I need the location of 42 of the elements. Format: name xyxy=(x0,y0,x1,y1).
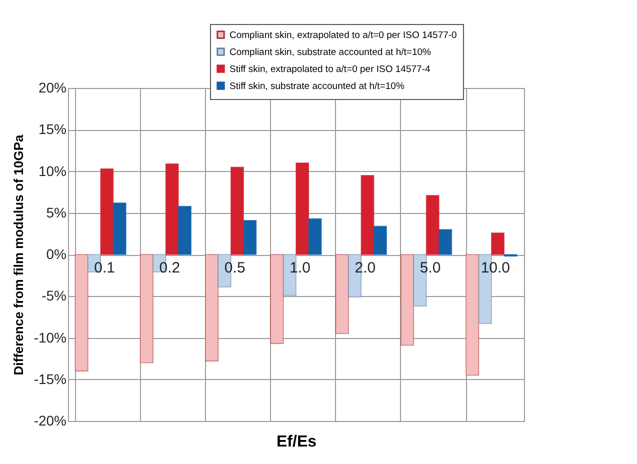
bar xyxy=(296,162,310,255)
x-tick-label: 10.0 xyxy=(480,260,510,276)
x-axis-title: Ef/Es xyxy=(276,434,317,450)
bar xyxy=(400,254,414,346)
legend-label: Compliant skin, extrapolated to a/t=0 per ISO 14577-0 xyxy=(230,30,457,41)
bar xyxy=(230,166,244,255)
bar xyxy=(140,254,154,364)
y-tick-label: -15% xyxy=(34,370,66,387)
bar xyxy=(205,254,219,362)
bar xyxy=(373,226,387,255)
y-tick-label: 15% xyxy=(38,121,66,138)
bar xyxy=(426,194,440,255)
bar xyxy=(74,254,88,372)
bar xyxy=(270,254,284,344)
bar xyxy=(466,254,480,376)
bar xyxy=(178,206,192,255)
bar xyxy=(243,220,257,255)
bar xyxy=(438,229,452,255)
y-tick-label: 10% xyxy=(38,162,66,179)
y-tick-label: 20% xyxy=(38,80,66,96)
y-axis-title: Difference from film modulus of 10GPa xyxy=(10,134,26,376)
legend-label: Stiff skin, extrapolated to a/t=0 per ISO 14577-4 xyxy=(230,64,430,75)
x-tick-label: 0.1 xyxy=(94,260,115,276)
legend-label: Compliant skin, substrate accounted at h/t=10% xyxy=(230,46,432,58)
bar xyxy=(335,254,349,334)
bar xyxy=(491,232,505,255)
legend-label: Stiff skin, substrate accounted at h/t=10% xyxy=(230,80,405,92)
bar xyxy=(100,168,114,255)
bar xyxy=(165,163,179,255)
y-tick-label: 0% xyxy=(46,246,66,262)
y-tick-label: 5% xyxy=(46,204,66,220)
y-tick-label: -10% xyxy=(34,329,66,346)
x-tick-label: 0.5 xyxy=(224,260,246,276)
y-tick-label: -5% xyxy=(42,288,66,304)
x-tick-label: 5.0 xyxy=(420,260,441,276)
bar xyxy=(112,202,126,255)
bar xyxy=(308,218,322,255)
x-tick-label: 0.2 xyxy=(159,260,180,276)
x-tick-label: 1.0 xyxy=(290,260,310,276)
bar xyxy=(360,175,374,255)
x-tick-label: 2.0 xyxy=(354,260,376,276)
y-tick-label: -20% xyxy=(34,412,66,428)
